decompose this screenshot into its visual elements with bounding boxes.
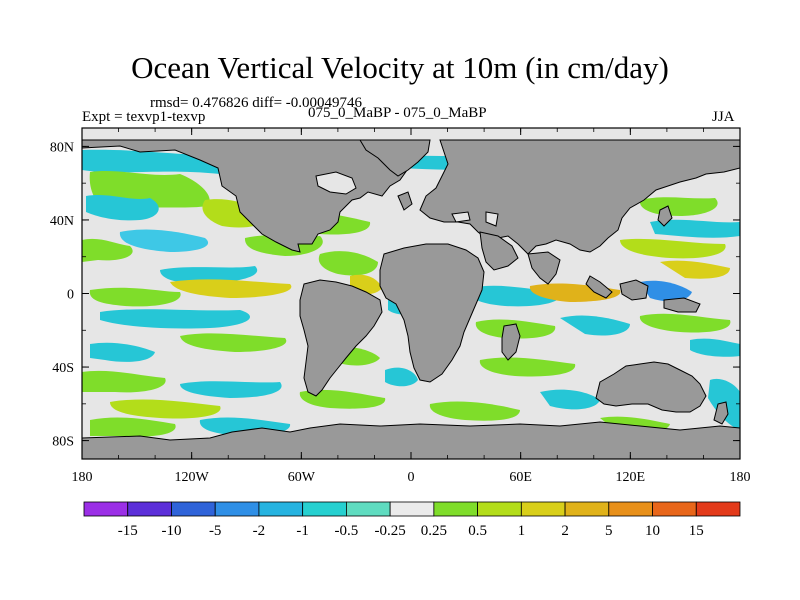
- cyan-anomaly-region: [180, 381, 282, 398]
- green-anomaly-region: [318, 251, 378, 276]
- continent-australia: [595, 361, 707, 413]
- colorbar-label: 0.25: [421, 523, 447, 539]
- lon-tick-label: 60E: [509, 470, 532, 485]
- colorbar-label: 0.5: [468, 523, 487, 539]
- cyan-anomaly-region: [90, 342, 155, 362]
- colorbar-swatch: [127, 501, 172, 517]
- lon-tick-label: 60W: [288, 470, 316, 485]
- colorbar-label: 2: [561, 523, 569, 539]
- lat-tick-label: 80S: [52, 435, 74, 450]
- cyan-anomaly-region: [100, 309, 250, 329]
- island-sumatra: [585, 275, 613, 299]
- green-anomaly-region: [90, 417, 176, 437]
- cyan-anomaly-region: [650, 219, 740, 238]
- lat-tick-label: 80N: [50, 140, 74, 155]
- green-anomaly-region: [299, 389, 386, 409]
- yellow-anomaly-region: [660, 260, 730, 279]
- continent-arabia: [479, 231, 519, 271]
- colorbar-swatch: [214, 501, 260, 517]
- green-anomaly-region: [110, 399, 221, 419]
- colorbar-label: -10: [161, 523, 181, 539]
- colorbar-swatch: [171, 501, 216, 517]
- lake-caspian: [485, 211, 499, 227]
- yellow-anomaly-region: [170, 279, 292, 298]
- green-anomaly-region: [429, 401, 520, 421]
- island-new-guinea: [663, 297, 701, 313]
- colorbar-swatch: [433, 501, 479, 517]
- lake-hudson-bay: [315, 171, 357, 195]
- continent-india: [527, 251, 561, 285]
- map-axis-ticks: 80N 40N 0 40S 80S 180 120W 60W 0 60E 120E 180: [50, 128, 751, 485]
- lon-tick-label: 180: [730, 470, 751, 485]
- green-anomaly-region: [479, 357, 576, 377]
- colorbar-swatch: [652, 501, 697, 517]
- inland-lakes: [315, 171, 499, 227]
- lon-tick-label: 0: [408, 470, 415, 485]
- island-new-zealand: [713, 401, 729, 425]
- cyan-anomaly-region: [385, 367, 418, 387]
- colorbar-label: 5: [605, 523, 613, 539]
- colorbar-swatch: [258, 501, 304, 517]
- colorbar-swatch: [389, 501, 435, 517]
- green-anomaly-region: [639, 313, 731, 333]
- colorbar-swatch: [83, 501, 129, 517]
- continent-africa: [379, 243, 485, 383]
- colorbar-label: 15: [689, 523, 704, 539]
- cyan-anomaly-region: [86, 195, 159, 221]
- stats-line: rmsd= 0.476826 diff= -0.00049746: [150, 95, 363, 111]
- continent-eurasia: [419, 139, 740, 255]
- plot-title: Ocean Vertical Velocity at 10m (in cm/da…: [131, 50, 669, 85]
- colorbar-label: -15: [118, 523, 138, 539]
- island-british-isles: [397, 191, 413, 211]
- blue-anomaly-region: [640, 280, 692, 302]
- colorbar-label: -0.25: [375, 523, 406, 539]
- lat-tick-label: 40N: [50, 214, 74, 229]
- continent-greenland: [359, 139, 431, 177]
- cyan-anomaly-region: [160, 266, 258, 284]
- island-japan: [657, 205, 673, 227]
- cyan-anomaly-region: [119, 229, 209, 252]
- continent-south-america: [299, 279, 383, 397]
- island-madagascar: [501, 323, 521, 361]
- green-anomaly-region: [620, 238, 726, 259]
- colorbar-swatch: [345, 501, 391, 517]
- colorbar-label: -0.5: [335, 523, 359, 539]
- colorbar-label: -1: [296, 523, 309, 539]
- colorbar-swatch: [477, 501, 522, 517]
- map-panel: 80N 40N 0 40S 80S 180 120W 60W 0 60E 120E 180: [50, 127, 751, 485]
- case-label: 075_0_MaBP - 075_0_MaBP: [308, 105, 487, 121]
- continent-antarctica: [82, 421, 740, 459]
- green-anomaly-region: [82, 370, 166, 393]
- season-label: JJA: [712, 109, 735, 125]
- cyan-anomaly-region: [540, 389, 600, 410]
- lon-tick-label: 120W: [175, 470, 210, 485]
- cyan-anomaly-region: [560, 315, 630, 336]
- land-masses: [82, 139, 740, 459]
- colorbar-label: -5: [209, 523, 222, 539]
- island-borneo: [619, 279, 649, 301]
- green-anomaly-region: [82, 238, 133, 262]
- colorbar-label: 1: [518, 523, 526, 539]
- lat-tick-label: 40S: [52, 361, 74, 376]
- lon-tick-label: 120E: [616, 470, 646, 485]
- colorbar-swatch: [608, 501, 653, 517]
- colorbar-swatch: [695, 501, 741, 517]
- experiment-label: Expt = texvp1-texvp: [82, 109, 206, 125]
- lake-black-sea: [451, 211, 471, 223]
- colorbar: -15 -10 -5 -2 -1 -0.5 -0.25 0.25 0.5 1 2 5 10 15: [83, 501, 741, 539]
- colorbar-swatch: [302, 501, 347, 517]
- green-anomaly-region: [89, 287, 181, 307]
- cyan-anomaly-region: [690, 338, 740, 357]
- lat-tick-label: 0: [67, 288, 74, 303]
- green-anomaly-region: [180, 333, 287, 352]
- colorbar-swatch: [520, 501, 566, 517]
- colorbar-label: 10: [645, 523, 660, 539]
- colorbar-label: -2: [253, 523, 266, 539]
- colorbar-swatch: [564, 501, 610, 517]
- lon-tick-label: 180: [72, 470, 93, 485]
